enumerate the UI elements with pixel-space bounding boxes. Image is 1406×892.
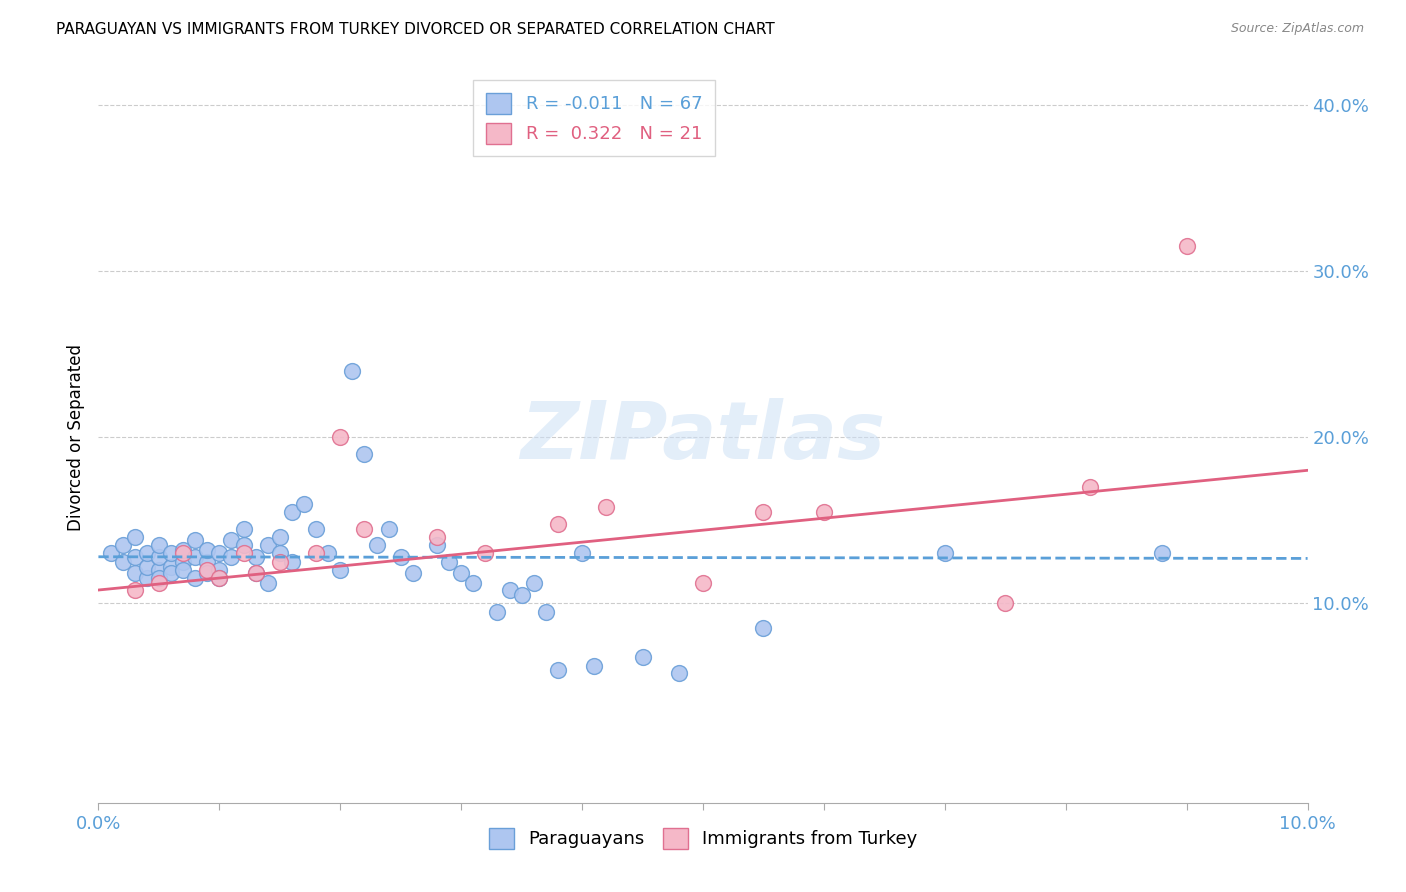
Point — [256, 576, 278, 591]
Point — [232, 546, 254, 560]
Point — [269, 530, 291, 544]
Point — [426, 538, 449, 552]
Point — [534, 605, 557, 619]
Point — [437, 555, 460, 569]
Point — [221, 549, 243, 564]
Point — [172, 555, 194, 569]
Point — [752, 505, 775, 519]
Point — [547, 516, 569, 531]
Point — [1175, 239, 1198, 253]
Point — [208, 571, 231, 585]
Point — [148, 549, 170, 564]
Point — [595, 500, 617, 514]
Y-axis label: Divorced or Separated: Divorced or Separated — [66, 343, 84, 531]
Point — [135, 571, 157, 585]
Point — [752, 621, 775, 635]
Text: ZIPatlas: ZIPatlas — [520, 398, 886, 476]
Point — [281, 555, 304, 569]
Point — [124, 582, 146, 597]
Point — [172, 543, 194, 558]
Point — [426, 530, 449, 544]
Point — [148, 563, 170, 577]
Point — [269, 546, 291, 560]
Point — [1078, 480, 1101, 494]
Point — [221, 533, 243, 548]
Point — [813, 505, 835, 519]
Point — [377, 521, 399, 535]
Point — [208, 571, 231, 585]
Point — [184, 533, 207, 548]
Point — [195, 543, 218, 558]
Point — [305, 521, 328, 535]
Point — [184, 549, 207, 564]
Text: PARAGUAYAN VS IMMIGRANTS FROM TURKEY DIVORCED OR SEPARATED CORRELATION CHART: PARAGUAYAN VS IMMIGRANTS FROM TURKEY DIV… — [56, 22, 775, 37]
Point — [523, 576, 546, 591]
Point — [245, 566, 267, 581]
Point — [463, 576, 485, 591]
Point — [329, 430, 352, 444]
Point — [160, 546, 183, 560]
Point — [292, 497, 315, 511]
Point — [1152, 546, 1174, 560]
Point — [160, 559, 183, 574]
Point — [135, 559, 157, 574]
Point — [389, 549, 412, 564]
Point — [172, 563, 194, 577]
Point — [510, 588, 533, 602]
Point — [281, 505, 304, 519]
Point — [111, 538, 134, 552]
Point — [111, 555, 134, 569]
Point — [692, 576, 714, 591]
Point — [353, 521, 375, 535]
Point — [269, 555, 291, 569]
Point — [208, 546, 231, 560]
Point — [148, 576, 170, 591]
Point — [631, 649, 654, 664]
Text: Source: ZipAtlas.com: Source: ZipAtlas.com — [1230, 22, 1364, 36]
Point — [195, 555, 218, 569]
Point — [498, 582, 520, 597]
Point — [245, 549, 267, 564]
Point — [208, 563, 231, 577]
Point — [547, 663, 569, 677]
Point — [329, 563, 352, 577]
Point — [124, 530, 146, 544]
Point — [245, 566, 267, 581]
Point — [353, 447, 375, 461]
Point — [402, 566, 425, 581]
Point — [100, 546, 122, 560]
Point — [124, 566, 146, 581]
Point — [195, 566, 218, 581]
Point — [668, 666, 690, 681]
Point — [195, 563, 218, 577]
Point — [571, 546, 593, 560]
Point — [124, 549, 146, 564]
Point — [160, 566, 183, 581]
Point — [305, 546, 328, 560]
Point — [342, 363, 364, 377]
Point — [232, 521, 254, 535]
Point — [583, 659, 606, 673]
Point — [148, 538, 170, 552]
Point — [148, 571, 170, 585]
Point — [994, 596, 1017, 610]
Point — [450, 566, 472, 581]
Point — [934, 546, 956, 560]
Point — [366, 538, 388, 552]
Point — [486, 605, 509, 619]
Point — [256, 538, 278, 552]
Point — [474, 546, 496, 560]
Point — [172, 546, 194, 560]
Point — [184, 571, 207, 585]
Point — [316, 546, 339, 560]
Legend: Paraguayans, Immigrants from Turkey: Paraguayans, Immigrants from Turkey — [481, 821, 925, 856]
Point — [135, 546, 157, 560]
Point — [232, 538, 254, 552]
